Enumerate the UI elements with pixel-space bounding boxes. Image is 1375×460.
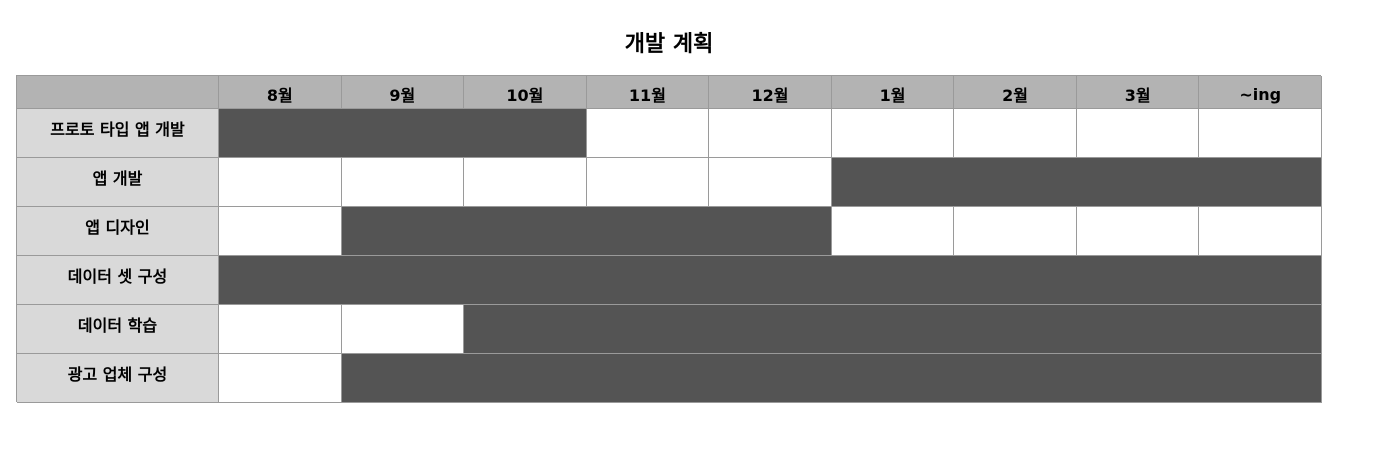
empty-cell <box>831 207 955 256</box>
empty-cell <box>341 158 465 207</box>
month-header: 3월 <box>1076 76 1200 109</box>
month-header: 11월 <box>586 76 710 109</box>
task-bar <box>831 158 1322 207</box>
month-header: 1월 <box>831 76 955 109</box>
task-label: 데이터 학습 <box>17 305 219 354</box>
task-label: 광고 업체 구성 <box>17 354 219 403</box>
task-bar <box>219 256 1322 305</box>
month-header: 12월 <box>709 76 832 109</box>
empty-cell <box>586 109 710 158</box>
task-bar <box>464 305 1322 354</box>
header-corner-cell <box>17 76 219 109</box>
empty-cell <box>464 158 587 207</box>
month-header: ~ing <box>1199 76 1322 109</box>
empty-cell <box>586 158 710 207</box>
task-label: 앱 개발 <box>17 158 219 207</box>
empty-cell <box>831 109 955 158</box>
task-bar <box>341 354 1322 403</box>
task-label: 데이터 셋 구성 <box>17 256 219 305</box>
task-bar <box>341 207 832 256</box>
chart-title: 개발 계획 <box>624 32 714 57</box>
empty-cell <box>954 207 1077 256</box>
empty-cell <box>1199 109 1322 158</box>
empty-cell <box>1076 109 1200 158</box>
task-bar <box>219 109 587 158</box>
task-label: 앱 디자인 <box>17 207 219 256</box>
gantt-table: 8월 9월 10월 11월 12월 1월 2월 3월 ~ing 프로토 타입 앱 개발 앱 개발 앱 … <box>16 75 1322 403</box>
empty-cell <box>341 305 465 354</box>
empty-cell <box>1199 207 1322 256</box>
month-header: 9월 <box>341 76 465 109</box>
empty-cell <box>219 207 342 256</box>
month-header: 10월 <box>464 76 587 109</box>
empty-cell <box>709 109 832 158</box>
empty-cell <box>219 305 342 354</box>
task-label: 프로토 타입 앱 개발 <box>17 109 219 158</box>
month-header: 2월 <box>954 76 1077 109</box>
month-header: 8월 <box>219 76 342 109</box>
empty-cell <box>219 158 342 207</box>
empty-cell <box>219 354 342 403</box>
empty-cell <box>1076 207 1200 256</box>
empty-cell <box>954 109 1077 158</box>
empty-cell <box>709 158 832 207</box>
